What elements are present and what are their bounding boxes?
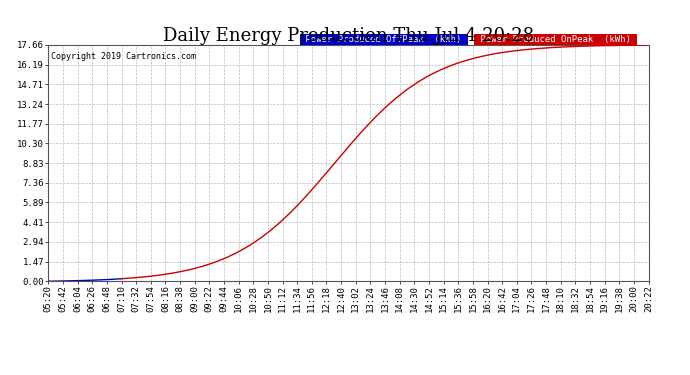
Title: Daily Energy Production Thu Jul 4 20:28: Daily Energy Production Thu Jul 4 20:28 [163,27,534,45]
Text: Power Produced OffPeak  (kWh): Power Produced OffPeak (kWh) [300,35,467,44]
Text: Power Produced OnPeak  (kWh): Power Produced OnPeak (kWh) [475,35,635,44]
Text: Copyright 2019 Cartronics.com: Copyright 2019 Cartronics.com [51,52,196,61]
